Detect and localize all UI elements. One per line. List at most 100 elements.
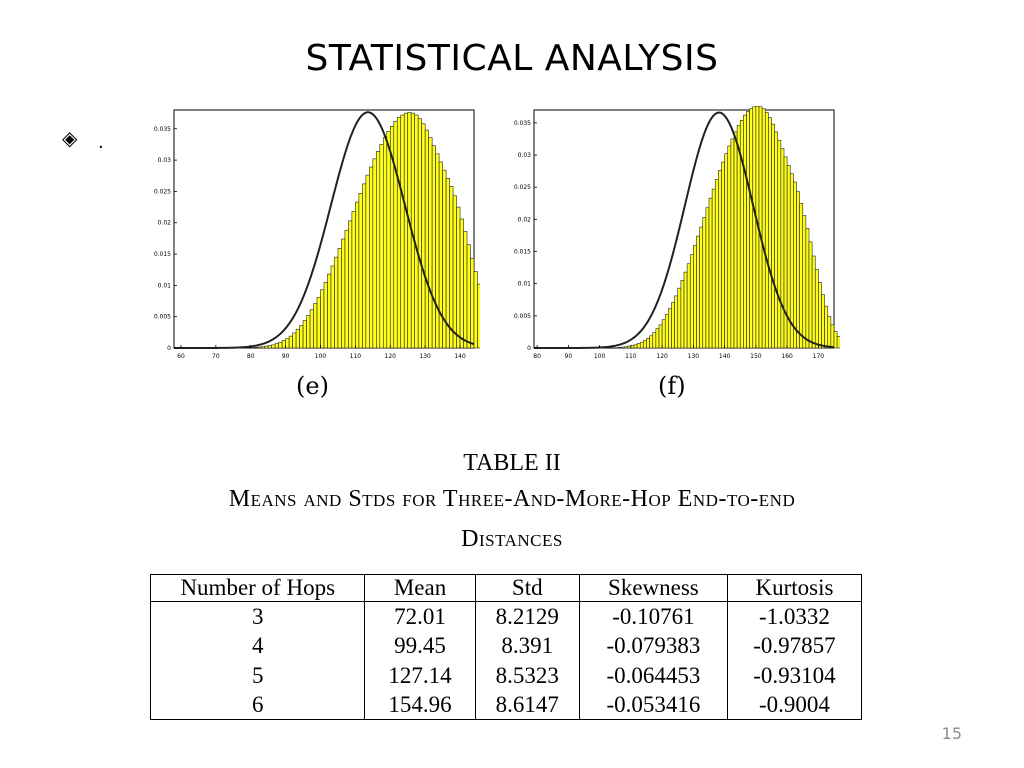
histogram-bar [630, 345, 635, 349]
histogram-bar [452, 195, 457, 349]
histogram-bar [414, 114, 419, 349]
histogram-bar [403, 112, 409, 349]
table-cell: 4 [149, 631, 366, 661]
table-cell: 72.01 [364, 601, 476, 632]
histogram-bar [292, 332, 297, 349]
table-row: 4 99.45 8.391 -0.079383 -0.97857 [149, 631, 863, 661]
histogram-bar [257, 346, 262, 349]
histogram-bar [686, 263, 691, 349]
table-cell: -0.10761 [578, 601, 728, 632]
histogram-bar [649, 335, 654, 349]
histogram-bar [341, 238, 346, 349]
histogram-bar [721, 161, 725, 349]
histogram-bar [271, 344, 276, 349]
histogram-bar [833, 330, 838, 349]
figure-label-f: (f) [658, 372, 686, 400]
histogram-bar [836, 336, 840, 349]
x-tick-label: 90 [282, 353, 290, 360]
histogram-bar [386, 130, 391, 349]
histogram-bar [313, 303, 318, 349]
column-header-kurtosis: Kurtosis [726, 574, 863, 602]
histogram-bar [274, 343, 279, 349]
x-tick-label: 170 [813, 353, 825, 360]
histogram-bar [689, 254, 694, 349]
histogram-bar [435, 153, 440, 349]
histogram-bar [449, 186, 454, 349]
histogram-bar [668, 308, 672, 349]
page-number: 15 [941, 724, 962, 743]
histogram-bar [323, 281, 328, 349]
x-tick-label: 100 [315, 353, 327, 360]
table-row: 5 127.14 8.5323 -0.064453 -0.93104 [149, 660, 863, 690]
diamond-bullet-icon: ◈ [62, 126, 78, 150]
histogram-bar [400, 114, 405, 349]
histogram-bar [677, 287, 682, 349]
histogram-e: 60 70 80 90 100 110 120 130 140 0 0.005 0.01 0.015 0.… [154, 109, 480, 360]
histogram-bar [309, 309, 314, 349]
y-tick-label: 0.005 [154, 314, 171, 321]
histogram-bar [288, 335, 293, 349]
histogram-bar [749, 108, 754, 349]
y-tick-label: 0.035 [514, 120, 531, 127]
x-tick-label: 60 [177, 353, 185, 360]
x-tick-label: 150 [750, 353, 762, 360]
histogram-bar [808, 241, 813, 349]
histogram-bar [369, 166, 374, 349]
histogram-bar [477, 283, 480, 349]
histogram-bar [830, 324, 835, 349]
y-tick-label: 0.035 [154, 126, 171, 133]
table-cell: 8.5323 [474, 660, 580, 690]
table-row: 6 154.96 8.6147 -0.053416 -0.9004 [149, 689, 863, 720]
histogram-bar [306, 315, 311, 349]
table-cell: 6 [149, 689, 366, 720]
y-tick-label: 0.03 [518, 152, 532, 159]
histogram-bar [724, 153, 729, 349]
slide-title: STATISTICAL ANALYSIS [305, 38, 719, 79]
histogram-bar [718, 170, 722, 349]
y-tick-label: 0.02 [518, 216, 532, 223]
histogram-bar [764, 112, 769, 349]
histogram-bar [624, 346, 629, 349]
y-tick-label: 0.01 [158, 282, 172, 289]
histogram-bar [768, 117, 772, 349]
histogram-bar [299, 325, 304, 349]
x-tick-label: 80 [533, 353, 541, 360]
histogram-bar [330, 265, 335, 349]
histogram-bar [736, 125, 741, 349]
histogram-bar [733, 131, 738, 349]
histogram-bar [253, 347, 259, 349]
table-cell: 127.14 [364, 660, 476, 690]
histogram-bar [358, 193, 363, 349]
histogram-bar [267, 345, 272, 349]
table-cell: 154.96 [364, 689, 476, 720]
histogram-bar [421, 123, 426, 349]
histogram-bar [639, 341, 644, 349]
histogram-bar [438, 161, 443, 349]
x-tick-label: 110 [350, 353, 362, 360]
figure-label-e: (e) [296, 372, 329, 400]
histogram-bar [811, 255, 816, 349]
histogram-bar [693, 245, 697, 349]
y-tick-label: 0.01 [518, 281, 532, 288]
table-cell: -0.9004 [726, 689, 863, 720]
x-tick-label: 160 [781, 353, 793, 360]
histogram-bar [702, 217, 707, 349]
histogram-bar [827, 316, 832, 349]
histogram-bar [664, 314, 669, 349]
histogram-bar [424, 129, 429, 349]
table-cell: 5 [149, 660, 366, 690]
histogram-bar [646, 338, 650, 349]
y-tick-label: 0.025 [514, 184, 531, 191]
x-tick-label: 120 [656, 353, 668, 360]
histogram-bar [783, 156, 788, 349]
histogram-bar [761, 108, 766, 349]
histogram-bar [431, 145, 436, 349]
histogram-bar [376, 151, 381, 349]
statistics-table: Number of Hops Mean Std Skewness Kurtosi… [149, 574, 863, 720]
histogram-bar [661, 319, 666, 349]
histogram-bar [814, 269, 819, 349]
histogram-bar [799, 202, 804, 349]
histogram-f: 80 90 100 110 120 130 140 150 160 170 0 0.005 0.01 0.… [514, 106, 840, 360]
histogram-bar [696, 235, 700, 349]
table-cell: -0.93104 [726, 660, 863, 690]
